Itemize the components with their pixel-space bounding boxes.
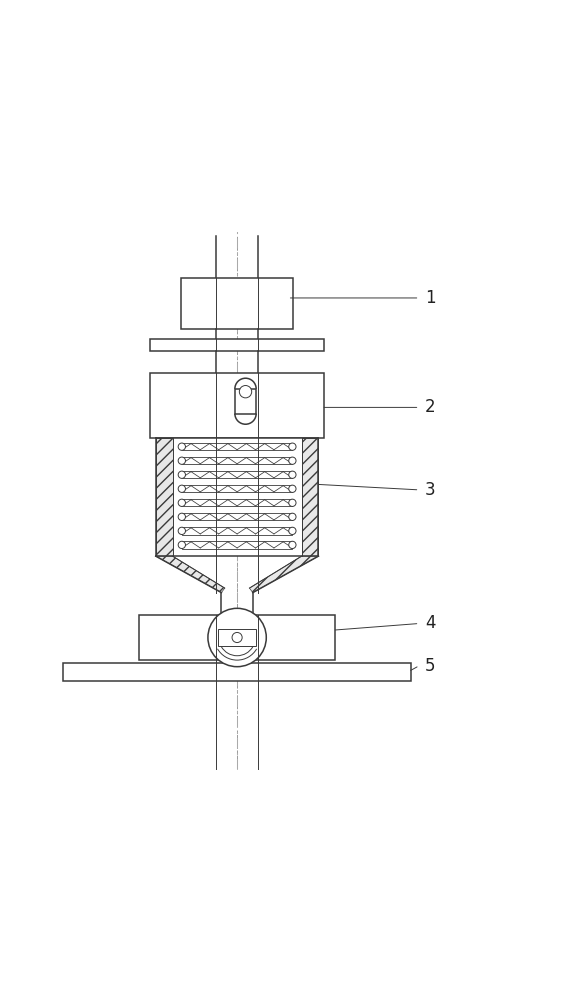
- Circle shape: [289, 513, 296, 520]
- Polygon shape: [249, 556, 319, 593]
- Polygon shape: [156, 556, 225, 593]
- Circle shape: [178, 471, 186, 478]
- Circle shape: [289, 443, 296, 450]
- Circle shape: [178, 443, 186, 450]
- Text: 4: 4: [425, 614, 435, 632]
- Circle shape: [178, 527, 186, 535]
- Bar: [235, 389, 256, 414]
- Circle shape: [289, 541, 296, 549]
- Bar: [218, 629, 256, 646]
- Circle shape: [178, 513, 186, 520]
- Circle shape: [289, 527, 296, 535]
- Bar: [150, 373, 324, 438]
- Circle shape: [289, 457, 296, 464]
- Text: 3: 3: [425, 481, 436, 499]
- Circle shape: [178, 541, 186, 549]
- Bar: [302, 438, 319, 556]
- Circle shape: [178, 485, 186, 492]
- Bar: [63, 663, 411, 681]
- Bar: [156, 438, 173, 556]
- Circle shape: [232, 632, 242, 643]
- Text: 1: 1: [425, 289, 436, 307]
- Circle shape: [208, 608, 266, 667]
- Text: 2: 2: [425, 398, 436, 416]
- Circle shape: [178, 457, 186, 464]
- Circle shape: [239, 386, 252, 398]
- Bar: [150, 339, 324, 351]
- Circle shape: [289, 471, 296, 478]
- Bar: [139, 615, 336, 660]
- Bar: [181, 278, 293, 329]
- Circle shape: [289, 499, 296, 506]
- Circle shape: [178, 499, 186, 506]
- Bar: [173, 438, 302, 556]
- Text: 5: 5: [425, 657, 435, 675]
- Circle shape: [289, 485, 296, 492]
